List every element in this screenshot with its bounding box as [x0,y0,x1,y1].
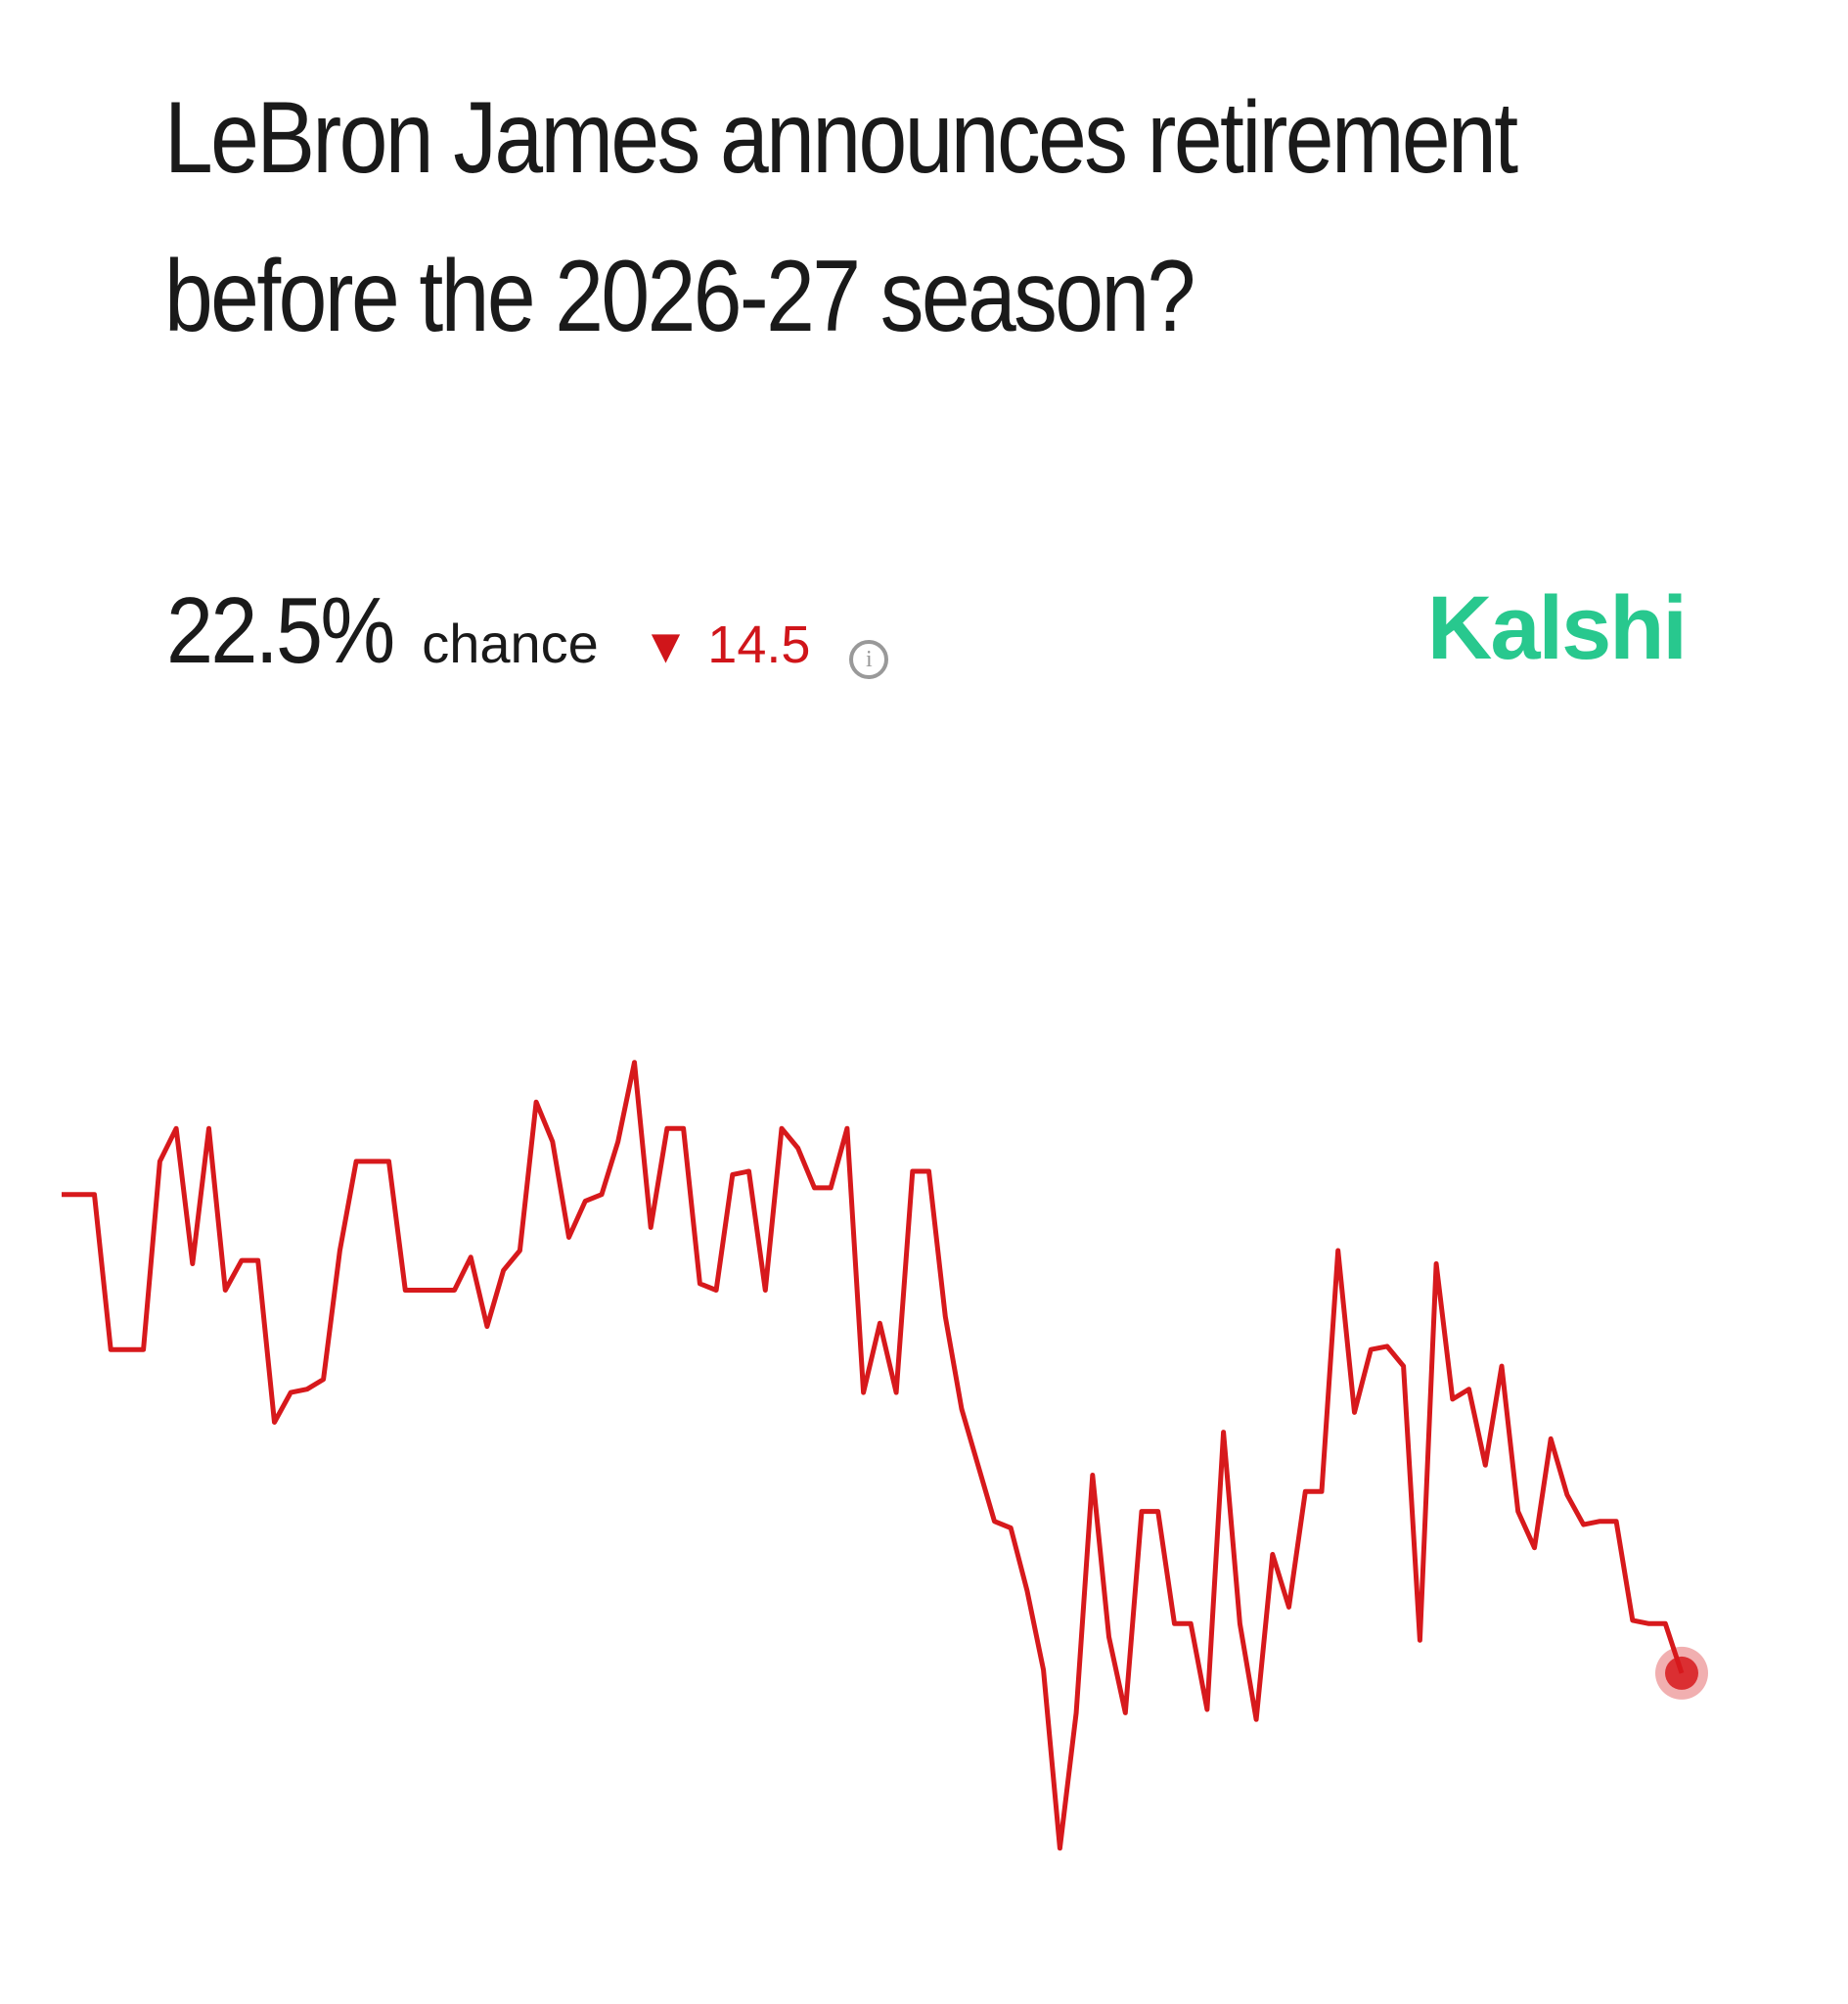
info-icon[interactable]: i [849,640,889,679]
price-line [62,1060,1685,1851]
down-arrow: ▼ [641,618,691,673]
current-probability: 22.5% [166,578,395,683]
stats-row: 22.5% chance ▼ 14.5 i [166,577,889,685]
chance-text: chance [422,613,599,674]
end-dot [1665,1656,1698,1690]
title: LeBron James announces retirement before… [164,81,1518,353]
change-value: 14.5 [707,615,811,674]
source-logo[interactable]: Kalshi [1426,578,1688,678]
